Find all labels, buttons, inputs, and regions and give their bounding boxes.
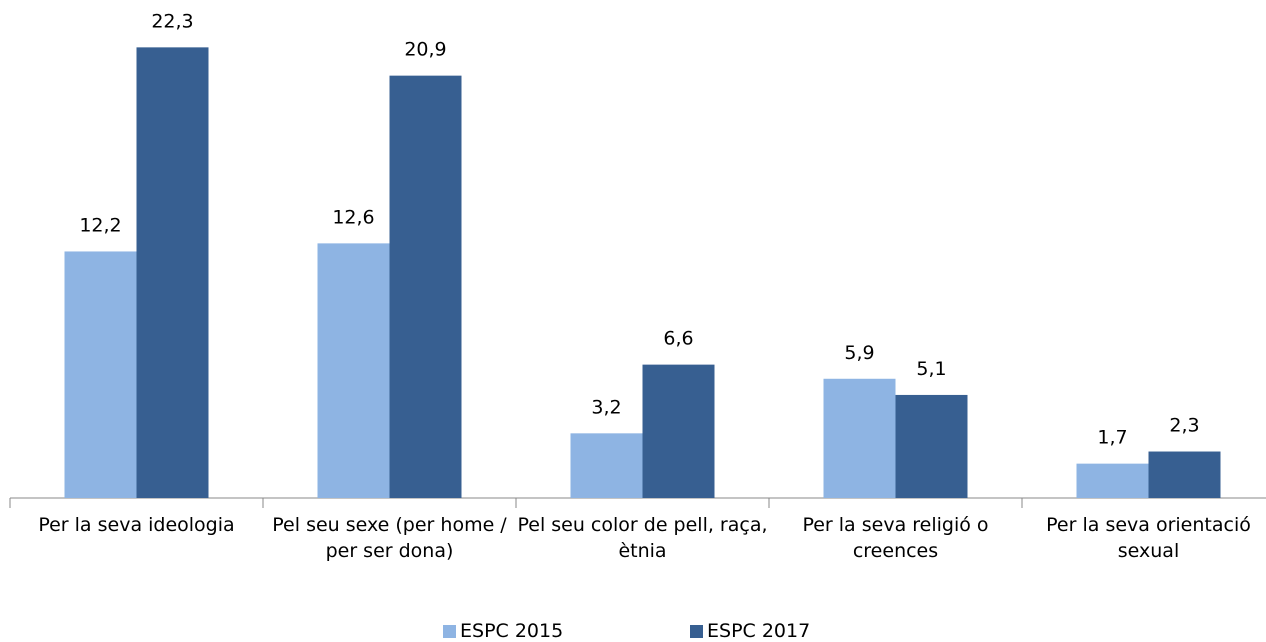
data-label: 22,3: [151, 10, 193, 32]
data-label: 12,2: [79, 214, 121, 236]
legend-label: ESPC 2017: [707, 620, 811, 642]
legend-item: ESPC 2017: [690, 620, 810, 642]
bar: [136, 47, 209, 499]
x-tick-label: Pel seu color de pell, raça, ètnia: [517, 514, 768, 562]
legend-swatch: [443, 624, 456, 638]
bar: [1148, 451, 1221, 498]
data-label: 3,2: [591, 396, 621, 418]
legend-label: ESPC 2015: [460, 620, 564, 642]
bar: [570, 433, 643, 498]
x-tick-label: Per la seva orientació sexual: [1046, 514, 1251, 562]
data-label: 12,6: [332, 206, 374, 228]
legend-swatch: [690, 624, 703, 638]
data-label: 5,9: [844, 342, 874, 364]
data-label: 1,7: [1097, 427, 1127, 449]
bar: [64, 251, 137, 498]
data-label: 5,1: [916, 358, 946, 380]
x-tick-label: Per la seva ideologia: [38, 514, 235, 536]
x-tick-label: Per la seva religió o creences: [802, 514, 989, 562]
x-tick-label: Pel seu sexe (per home / per ser dona): [272, 514, 507, 562]
bar: [895, 394, 968, 498]
bar: [823, 378, 896, 498]
bar: [389, 75, 462, 498]
bar: [642, 364, 715, 498]
data-label: 2,3: [1169, 415, 1199, 437]
data-label: 6,6: [663, 328, 693, 350]
legend-item: ESPC 2015: [443, 620, 563, 642]
bar: [317, 243, 390, 498]
data-label: 20,9: [404, 39, 446, 61]
bar: [1076, 463, 1149, 498]
